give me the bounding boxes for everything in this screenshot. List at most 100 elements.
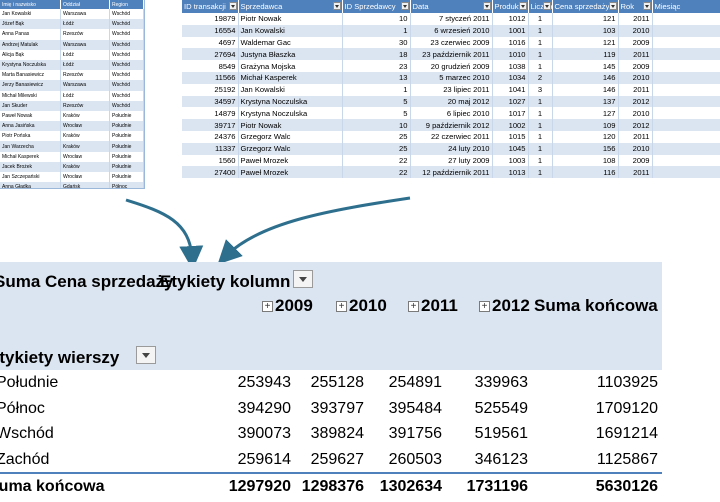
transaction-cell[interactable]: 120 [552, 130, 619, 143]
transactions-header-cell[interactable]: Sprzedawca [238, 0, 343, 13]
transaction-cell[interactable]: 156 [552, 142, 619, 155]
transaction-cell[interactable]: 1016 [492, 36, 529, 49]
transaction-cell[interactable]: 10 [342, 119, 411, 131]
transaction-cell[interactable]: 5 [342, 95, 411, 108]
sales-rep-cell[interactable]: Michał Milewski [0, 90, 61, 101]
pivot-value-cell[interactable]: 255128 [310, 374, 364, 391]
transaction-cell[interactable]: 1 [528, 13, 553, 25]
transaction-cell[interactable]: 1 [528, 119, 553, 131]
transaction-cell[interactable]: 27 luty 2009 [410, 154, 493, 167]
filter-dropdown-icon[interactable] [542, 2, 551, 10]
filter-dropdown-icon[interactable] [642, 2, 651, 10]
transaction-cell[interactable]: 116 [552, 166, 619, 179]
transaction-cell[interactable] [652, 13, 720, 25]
transaction-cell[interactable]: 2011 [618, 130, 653, 143]
transaction-cell[interactable]: 2010 [618, 107, 653, 120]
transaction-cell[interactable] [652, 107, 720, 120]
transaction-cell[interactable]: 23 lipiec 2011 [410, 83, 493, 96]
transaction-cell[interactable]: 2011 [618, 166, 653, 179]
pivot-row-label[interactable]: Zachód [0, 450, 50, 468]
transaction-cell[interactable]: Waldemar Gac [238, 36, 343, 49]
transaction-cell[interactable]: 23 październik 2011 [410, 48, 493, 61]
sales-rep-cell[interactable]: Rzeszów [60, 70, 110, 81]
transaction-cell[interactable]: 2011 [618, 83, 653, 96]
transaction-cell[interactable]: 1 [342, 24, 411, 37]
transaction-cell[interactable]: 8549 [182, 60, 239, 72]
filter-dropdown-icon[interactable] [482, 2, 491, 10]
transaction-cell[interactable]: 39717 [182, 119, 239, 131]
transaction-cell[interactable] [652, 166, 720, 179]
sales-rep-cell[interactable]: Południe [109, 121, 144, 132]
sales-rep-cell[interactable]: Wrocław [60, 151, 110, 162]
sales-rep-cell[interactable]: Józef Bąk [0, 19, 61, 30]
transaction-cell[interactable] [652, 154, 720, 167]
transaction-cell[interactable]: 2009 [618, 36, 653, 49]
transaction-cell[interactable]: 1012 [492, 13, 529, 25]
transaction-cell[interactable]: Piotr Nowak [238, 13, 343, 25]
sales-rep-cell[interactable]: Jan Skuder [0, 100, 61, 111]
sales-rep-cell[interactable]: Południe [109, 131, 144, 142]
transaction-cell[interactable]: 2009 [618, 60, 653, 72]
transaction-cell[interactable]: 30 [342, 36, 411, 49]
expand-2012-icon[interactable]: + [479, 301, 490, 312]
transaction-cell[interactable]: 2 [528, 71, 553, 84]
pivot-value-cell[interactable]: 393797 [310, 399, 364, 417]
transactions-header-cell[interactable]: Miesiąc [652, 0, 720, 13]
transaction-cell[interactable]: 1 [528, 107, 553, 120]
transaction-cell[interactable]: 1002 [492, 119, 529, 131]
transaction-cell[interactable]: 137 [552, 95, 619, 108]
sales-rep-cell[interactable]: Południe [109, 110, 144, 122]
pivot-value-cell[interactable]: 389824 [310, 425, 364, 442]
sales-rep-cell[interactable]: Jan Warzecha [0, 141, 61, 152]
header-branch[interactable]: Oddział [60, 0, 110, 9]
transaction-cell[interactable]: 6 wrzesień 2010 [410, 24, 493, 37]
pivot-value-cell[interactable]: 260503 [388, 450, 442, 468]
transaction-cell[interactable]: 23 czerwiec 2009 [410, 36, 493, 49]
transaction-cell[interactable]: 10 [342, 13, 411, 25]
pivot-value-cell[interactable]: 259627 [310, 450, 364, 468]
pivot-value-cell[interactable]: 390073 [237, 425, 291, 442]
transaction-cell[interactable]: 1560 [182, 154, 239, 167]
transaction-cell[interactable]: 1 [528, 130, 553, 143]
transactions-header-cell[interactable]: ID Sprzedawcy [342, 0, 411, 13]
sales-rep-cell[interactable]: Łódź [60, 49, 110, 60]
sales-rep-cell[interactable]: Wschód [109, 39, 144, 50]
transaction-cell[interactable]: 9 październik 2012 [410, 119, 493, 131]
sales-rep-cell[interactable]: Warszawa [60, 80, 110, 91]
transaction-cell[interactable]: 25 [342, 130, 411, 143]
transaction-cell[interactable]: 13 [342, 71, 411, 84]
transaction-cell[interactable]: 1 [528, 95, 553, 108]
transaction-cell[interactable]: 25192 [182, 83, 239, 96]
sales-rep-cell[interactable]: Wschód [109, 9, 144, 20]
sales-rep-cell[interactable]: Rzeszów [60, 100, 110, 111]
transaction-cell[interactable]: 127 [552, 107, 619, 120]
transactions-header-cell[interactable]: Rok [618, 0, 653, 13]
sales-rep-cell[interactable]: Paweł Nowak [0, 110, 61, 122]
transaction-cell[interactable]: Jan Kowalski [238, 83, 343, 96]
transaction-cell[interactable]: 19879 [182, 13, 239, 25]
transaction-cell[interactable]: Grażyna Mojska [238, 60, 343, 72]
transactions-header-cell[interactable]: Produkt [492, 0, 529, 13]
header-name[interactable]: Imię i nazwisko [0, 0, 61, 9]
transaction-cell[interactable] [652, 60, 720, 72]
sales-rep-cell[interactable]: Alicja Bąk [0, 49, 61, 60]
sales-rep-cell[interactable]: Południe [109, 172, 144, 183]
sales-rep-cell[interactable]: Kraków [60, 161, 110, 172]
transaction-cell[interactable]: 14879 [182, 107, 239, 120]
transaction-cell[interactable]: 2011 [618, 13, 653, 25]
transaction-cell[interactable]: 16554 [182, 24, 239, 37]
filter-dropdown-icon[interactable] [608, 2, 617, 10]
pivot-value-cell[interactable]: 525549 [474, 399, 528, 417]
column-filter-dropdown-icon[interactable] [293, 270, 313, 288]
sales-rep-cell[interactable]: Wrocław [60, 121, 110, 132]
pivot-row-total[interactable]: 1709120 [595, 399, 658, 417]
sales-rep-cell[interactable]: Piotr Pońska [0, 131, 61, 142]
sales-rep-cell[interactable]: Michał Kasperek [0, 151, 61, 162]
transaction-cell[interactable]: 11566 [182, 71, 239, 84]
filter-dropdown-icon[interactable] [332, 2, 341, 10]
transactions-header-cell[interactable]: Cena sprzedaży [552, 0, 619, 13]
sales-rep-cell[interactable]: Wschód [109, 100, 144, 111]
sales-rep-cell[interactable]: Anna Panas [0, 29, 61, 40]
transaction-cell[interactable] [652, 130, 720, 143]
pivot-row-label[interactable]: Wschód [0, 425, 54, 442]
